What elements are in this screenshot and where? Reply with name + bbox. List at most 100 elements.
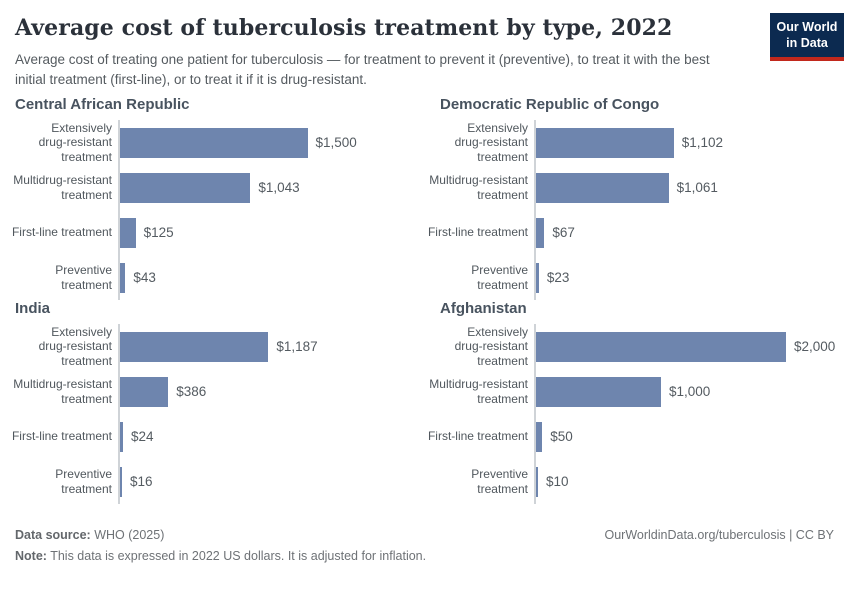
panel-central-african-republic: Central African Republic Extensively dru… — [0, 96, 425, 301]
value-label: $24 — [131, 429, 154, 445]
plot-area: $1,000 — [534, 369, 850, 415]
bar-rows: Extensively drug-resistant treatment $1,… — [0, 120, 425, 301]
data-source-value: WHO (2025) — [90, 528, 165, 543]
category-label: First-line treatment — [427, 225, 528, 240]
note-label: Note: — [15, 549, 47, 564]
bar — [120, 466, 122, 497]
value-label: $2,000 — [794, 339, 836, 355]
bar-row: Preventive treatment $43 — [0, 255, 425, 301]
value-label: $125 — [143, 225, 174, 241]
bar — [120, 331, 269, 362]
bar — [120, 421, 123, 452]
plot-area: $23 — [534, 255, 850, 301]
facet-grid: Central African Republic Extensively dru… — [0, 96, 850, 505]
plot-area: $125 — [118, 210, 425, 256]
bar-row: First-line treatment $24 — [0, 414, 425, 460]
data-source-label: Data source: — [15, 528, 91, 543]
bar — [536, 466, 538, 497]
bar — [120, 262, 126, 293]
category-label: Preventive treatment — [471, 263, 528, 292]
bar-row: Multidrug-resistant treatment $1,043 — [0, 165, 425, 211]
category-label: Multidrug-resistant treatment — [13, 377, 112, 406]
plot-area: $386 — [118, 369, 425, 415]
chart-title: Average cost of tuberculosis treatment b… — [15, 15, 673, 41]
owid-logo: Our World in Data — [770, 13, 844, 61]
bar-row: Extensively drug-resistant treatment $1,… — [0, 324, 425, 370]
plot-area: $1,061 — [534, 165, 850, 211]
plot-area: $1,500 — [118, 120, 425, 166]
value-label: $1,500 — [315, 135, 357, 151]
value-label: $10 — [546, 474, 569, 490]
bar — [536, 262, 539, 293]
plot-area: $50 — [534, 414, 850, 460]
value-label: $43 — [133, 270, 156, 286]
panel-title: Afghanistan — [440, 300, 527, 318]
category-label: First-line treatment — [11, 429, 112, 444]
panel-title: Central African Republic — [15, 96, 190, 114]
plot-area: $24 — [118, 414, 425, 460]
value-label: $1,187 — [276, 339, 318, 355]
plot-area: $16 — [118, 459, 425, 505]
category-label: Multidrug-resistant treatment — [13, 173, 112, 202]
value-label: $23 — [546, 270, 570, 286]
note-value: This data is expressed in 2022 US dollar… — [46, 549, 427, 564]
bar — [536, 421, 543, 452]
bar-row: Preventive treatment $10 — [425, 459, 850, 505]
value-label: $1,043 — [258, 180, 300, 196]
plot-area: $10 — [534, 459, 850, 505]
plot-area: $43 — [118, 255, 425, 301]
plot-area: $1,102 — [534, 120, 850, 166]
bar-row: Multidrug-resistant treatment $1,061 — [425, 165, 850, 211]
category-label: Extensively drug-resistant treatment — [38, 325, 112, 368]
value-label: $50 — [550, 429, 573, 445]
owid-logo-line1: Our World — [776, 20, 838, 34]
value-label: $16 — [130, 474, 153, 490]
bar — [536, 172, 669, 203]
value-label: $67 — [552, 225, 575, 241]
bar-rows: Extensively drug-resistant treatment $1,… — [0, 324, 425, 505]
bar-row: Extensively drug-resistant treatment $1,… — [0, 120, 425, 166]
category-label: Extensively drug-resistant treatment — [38, 121, 112, 164]
bar — [120, 217, 136, 248]
panel-title: Democratic Republic of Congo — [440, 96, 660, 114]
panel-afghanistan: Afghanistan Extensively drug-resistant t… — [425, 300, 850, 505]
value-label: $386 — [176, 384, 207, 400]
data-source: Data source: WHO (2025) — [15, 528, 164, 542]
bar-row: First-line treatment $50 — [425, 414, 850, 460]
category-label: First-line treatment — [11, 225, 112, 240]
value-label: $1,102 — [681, 135, 724, 151]
category-label: Extensively drug-resistant treatment — [454, 121, 528, 164]
bar-row: Extensively drug-resistant treatment $1,… — [425, 120, 850, 166]
bar-rows: Extensively drug-resistant treatment $2,… — [425, 324, 850, 505]
value-label: $1,061 — [676, 180, 718, 196]
value-label: $1,000 — [669, 384, 711, 400]
panel-title: India — [15, 300, 51, 318]
bar — [536, 217, 545, 248]
category-label: Extensively drug-resistant treatment — [454, 325, 528, 368]
bar-row: Preventive treatment $23 — [425, 255, 850, 301]
plot-area: $1,043 — [118, 165, 425, 211]
chart-footer: Data source: WHO (2025) OurWorldinData.o… — [15, 528, 834, 563]
bar — [536, 376, 661, 407]
plot-area: $1,187 — [118, 324, 425, 370]
bar-row: Multidrug-resistant treatment $1,000 — [425, 369, 850, 415]
category-label: Multidrug-resistant treatment — [429, 377, 528, 406]
bar — [120, 172, 251, 203]
category-label: Multidrug-resistant treatment — [429, 173, 528, 202]
bar-row: Preventive treatment $16 — [0, 459, 425, 505]
attribution-link[interactable]: OurWorldinData.org/tuberculosis | CC BY — [604, 528, 835, 543]
panel-india: India Extensively drug-resistant treatme… — [0, 300, 425, 505]
plot-area: $2,000 — [534, 324, 850, 370]
owid-logo-line2: in Data — [786, 36, 828, 51]
bar-row: Multidrug-resistant treatment $386 — [0, 369, 425, 415]
chart-header: Average cost of tuberculosis treatment b… — [0, 0, 850, 89]
bar — [536, 127, 674, 158]
plot-area: $67 — [534, 210, 850, 256]
panel-democratic-republic-of-congo: Democratic Republic of Congo Extensively… — [425, 96, 850, 301]
bar-rows: Extensively drug-resistant treatment $1,… — [425, 120, 850, 301]
chart-subtitle: Average cost of treating one patient for… — [15, 52, 710, 87]
category-label: Preventive treatment — [471, 467, 528, 496]
bar-row: First-line treatment $67 — [425, 210, 850, 256]
bar — [120, 376, 169, 407]
